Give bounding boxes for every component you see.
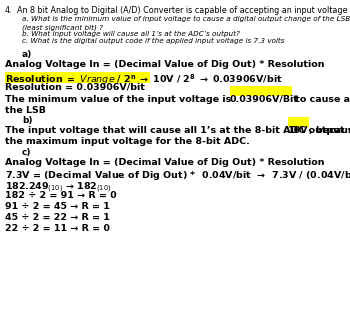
Text: The input voltage that will cause all 1’s at the 8-bit ADC output will be: The input voltage that will cause all 1’… bbox=[5, 126, 350, 135]
Text: 22 ÷ 2 = 11 → R = 0: 22 ÷ 2 = 11 → R = 0 bbox=[5, 224, 110, 233]
Text: b. What input voltage will cause all 1’s at the ADC’s output?: b. What input voltage will cause all 1’s… bbox=[22, 31, 240, 37]
Text: 182.249$_{(10)}$ → 182$_{(10)}$: 182.249$_{(10)}$ → 182$_{(10)}$ bbox=[5, 180, 111, 195]
Text: Resolution = 0.03906V/bit: Resolution = 0.03906V/bit bbox=[5, 82, 145, 91]
Bar bbox=[5, 72, 150, 83]
Text: $\bf{Resolution}$ $\bf{=}$ $\it{Vrange}$ $\bf{/}$ $\bf{2}^{n}$ $\bf{\rightarrow}: $\bf{Resolution}$ $\bf{=}$ $\it{Vrange}$… bbox=[5, 72, 283, 86]
Bar bbox=[230, 86, 292, 96]
Text: , because this is: , because this is bbox=[309, 126, 350, 135]
Text: 10V: 10V bbox=[288, 126, 308, 135]
Text: 182 ÷ 2 = 91 → R = 0: 182 ÷ 2 = 91 → R = 0 bbox=[5, 191, 117, 200]
Text: c): c) bbox=[22, 148, 32, 157]
Text: The minimum value of the input voltage is: The minimum value of the input voltage i… bbox=[5, 95, 231, 104]
Text: to cause a digital output change of: to cause a digital output change of bbox=[292, 95, 350, 104]
Bar bbox=[288, 117, 309, 127]
Text: An 8 bit Analog to Digital (A/D) Converter is capable of accepting an input volt: An 8 bit Analog to Digital (A/D) Convert… bbox=[17, 6, 350, 15]
Text: 4.: 4. bbox=[5, 6, 13, 15]
Text: b): b) bbox=[22, 116, 33, 125]
Text: c. What is the digital output code if the applied input voltage is 7.3 volts: c. What is the digital output code if th… bbox=[22, 38, 285, 44]
Text: (least significant bit) ?: (least significant bit) ? bbox=[22, 24, 103, 31]
Text: Analog Voltage In = (Decimal Value of Dig Out) * Resolution: Analog Voltage In = (Decimal Value of Di… bbox=[5, 158, 324, 167]
Text: 0.03906V/Bit: 0.03906V/Bit bbox=[230, 95, 299, 104]
Text: a. What is the minimum value of input voltage to cause a digital output change o: a. What is the minimum value of input vo… bbox=[22, 16, 350, 22]
Text: 7.3V = (Decimal Value of Dig Out) *  0.04V/bit  →  7.3V / (0.04V/bit)  →  182.24: 7.3V = (Decimal Value of Dig Out) * 0.04… bbox=[5, 169, 350, 184]
Text: a): a) bbox=[22, 50, 32, 59]
Text: 91 ÷ 2 = 45 → R = 1: 91 ÷ 2 = 45 → R = 1 bbox=[5, 202, 110, 211]
Text: 45 ÷ 2 = 22 → R = 1: 45 ÷ 2 = 22 → R = 1 bbox=[5, 213, 110, 222]
Text: the LSB: the LSB bbox=[5, 106, 46, 115]
Text: the maximum input voltage for the 8-bit ADC.: the maximum input voltage for the 8-bit … bbox=[5, 137, 250, 146]
Text: Analog Voltage In = (Decimal Value of Dig Out) * Resolution: Analog Voltage In = (Decimal Value of Di… bbox=[5, 60, 324, 69]
